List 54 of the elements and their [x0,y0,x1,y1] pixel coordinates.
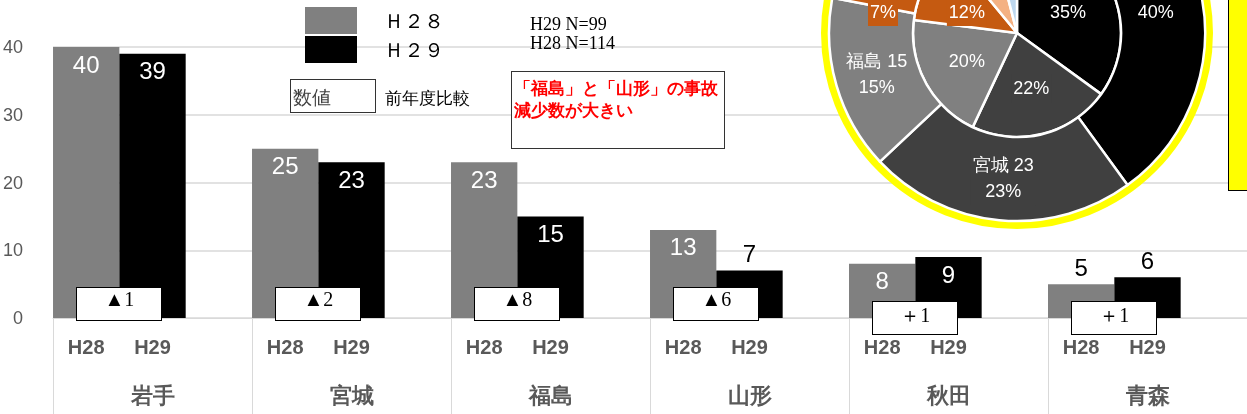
label-box: ▲2 [275,287,362,321]
text: H28 [663,336,703,359]
label-box: ▲6 [673,287,760,321]
data-label: 39 [139,57,166,85]
data-label: 7% [870,2,897,22]
text: H28 [464,336,504,359]
y-tick-label: 40 [2,37,24,57]
text: H29 [332,336,371,359]
label-box: ▲8 [474,287,561,321]
text: H29 [1128,336,1167,359]
annotation: 数値 [290,79,376,113]
data-label: 15 [537,219,564,247]
y-tick-label: 0 [13,308,24,328]
data-label: 40 [72,50,100,78]
data-label: 12% [948,2,985,22]
text: H29 [531,336,570,359]
data-label: 23 [470,165,498,193]
text: H29 [133,336,172,359]
x-tick-label: 福島 [527,382,573,408]
legend-label: Ｈ２８ [384,9,444,32]
label-box: ＋1 [872,301,959,335]
text: H29 [929,336,968,359]
data-label: 7 [742,240,757,268]
text: H28 [1061,336,1101,359]
x-tick-label: 宮城 [329,382,374,408]
data-label: 9 [941,260,956,288]
x-tick-label: 秋田 [925,382,971,408]
x-tick-label: 青森 [1124,382,1171,408]
data-label: 35% [1049,2,1086,22]
annotation: 前年度比較 [385,88,470,110]
annotation: 「福島」と「山形」の事故減少数が大きい [511,71,725,149]
text: H28 [265,336,305,359]
data-label: 40% [1137,2,1174,22]
data-label: 宮城 23 23% [972,155,1034,202]
data-label: 20% [948,50,985,71]
data-label: 5 [1074,253,1088,281]
data-label: 23 [338,165,365,193]
y-tick-label: 30 [2,104,24,125]
data-label: 福島 15 15% [846,50,908,97]
x-tick-label: 岩手 [129,382,175,408]
text: H28 [66,336,106,359]
label-box: ▲1 [76,287,163,321]
data-label: 6 [1140,246,1155,274]
text: H28 [862,336,902,359]
y-tick-label: 20 [2,172,24,193]
y-tick-label: 10 [2,240,24,261]
legend-label: Ｈ２９ [384,38,444,61]
label-box: ＋1 [1071,301,1158,335]
text: H29 [730,336,769,359]
data-label: 8 [875,267,889,295]
data-label: 25 [271,152,299,180]
data-label: 13 [669,233,697,261]
x-tick-label: 山形 [727,382,772,408]
data-label: 22% [1013,78,1050,99]
